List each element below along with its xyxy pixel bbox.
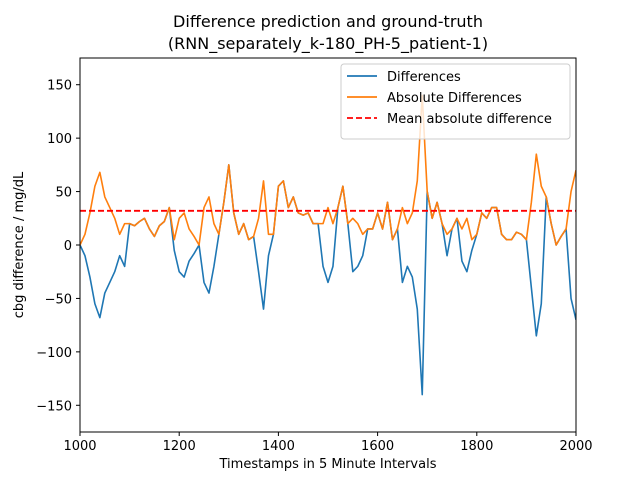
legend-label: Differences [387, 70, 461, 85]
x-tick-label: 1800 [460, 439, 493, 454]
x-tick-label: 1600 [361, 439, 394, 454]
y-tick-label: 100 [47, 132, 72, 147]
legend: Differences Absolute Differences Mean abso… [340, 63, 571, 140]
x-tick-label: 2000 [559, 439, 592, 454]
y-tick-label: −150 [36, 399, 72, 414]
x-tick-label: 1200 [163, 439, 196, 454]
y-axis-label: cbg difference / mg/dL [12, 171, 27, 318]
y-tick-label: −50 [45, 292, 72, 307]
legend-box [340, 63, 571, 140]
y-tick-label: 150 [47, 79, 72, 94]
series-line-absolute-differences [80, 94, 576, 246]
x-axis-label: Timestamps in 5 Minute Intervals [219, 457, 437, 472]
legend-label: Mean absolute difference [387, 112, 552, 127]
legend-label: Absolute Differences [387, 91, 522, 106]
chart-subtitle: (RNN_separately_k-180_PH-5_patient-1) [168, 34, 488, 54]
x-tick-label: 1000 [63, 439, 96, 454]
y-tick-label: 50 [55, 186, 72, 201]
series-layer [80, 94, 576, 396]
x-tick-label: 1400 [262, 439, 295, 454]
chart-title: Difference prediction and ground-truth [173, 12, 483, 31]
y-tick-label: −100 [36, 346, 72, 361]
axes-layer: 1000 1200 1400 1600 1800 2000 −150 −100 −50 0 50 10… [36, 79, 592, 454]
y-tick-label: 0 [64, 239, 72, 254]
